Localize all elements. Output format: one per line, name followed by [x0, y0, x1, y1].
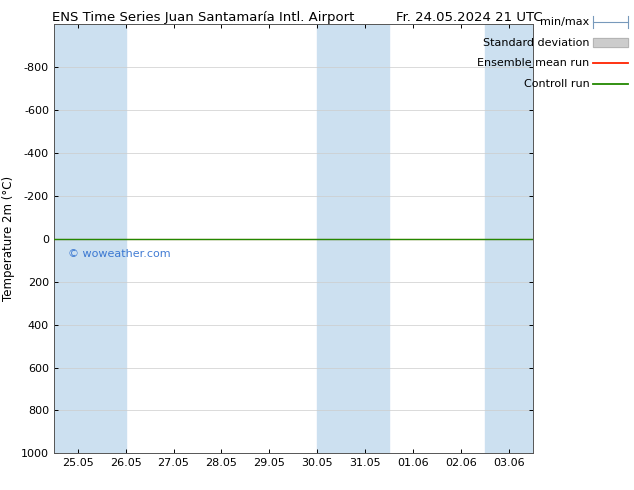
Text: © woweather.com: © woweather.com [68, 249, 171, 259]
Y-axis label: Temperature 2m (°C): Temperature 2m (°C) [3, 176, 15, 301]
Bar [54, 24, 126, 453]
Bar [317, 24, 389, 453]
Text: ENS Time Series Juan Santamaría Intl. Airport: ENS Time Series Juan Santamaría Intl. Ai… [52, 11, 354, 24]
Bar [484, 24, 542, 453]
Text: Controll run: Controll run [524, 79, 590, 89]
Text: Standard deviation: Standard deviation [483, 38, 590, 48]
Text: min/max: min/max [540, 17, 590, 27]
Text: Ensemble mean run: Ensemble mean run [477, 58, 590, 68]
Text: Fr. 24.05.2024 21 UTC: Fr. 24.05.2024 21 UTC [396, 11, 543, 24]
